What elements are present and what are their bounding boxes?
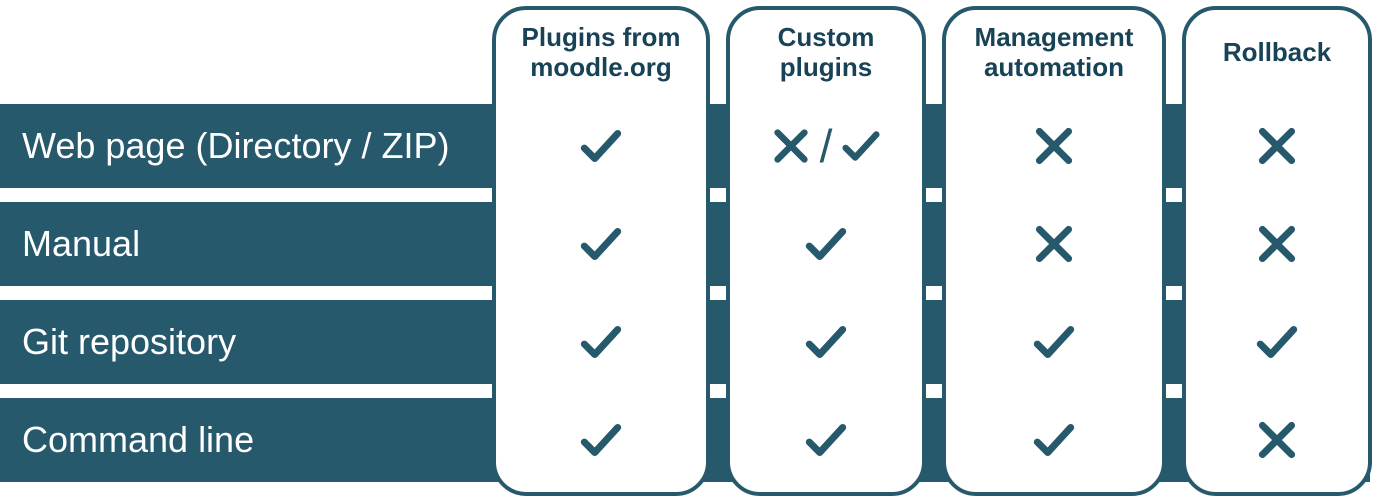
row-label: Manual bbox=[22, 223, 140, 265]
matrix-cell bbox=[946, 300, 1162, 384]
x-icon bbox=[1252, 121, 1302, 171]
matrix-cell bbox=[1186, 104, 1368, 188]
column-header-text: Plugins frommoodle.org bbox=[522, 23, 681, 83]
row-label: Command line bbox=[22, 419, 254, 461]
matrix-cell bbox=[1186, 202, 1368, 286]
column-header-text: Rollback bbox=[1223, 38, 1331, 68]
matrix-cell bbox=[496, 202, 706, 286]
x-icon bbox=[1029, 219, 1079, 269]
column-header-text: Managementautomation bbox=[975, 23, 1134, 83]
mixed-icon: / bbox=[768, 123, 885, 169]
x-icon bbox=[1252, 219, 1302, 269]
check-icon bbox=[801, 317, 851, 367]
column-header-line1: Custom bbox=[778, 23, 875, 53]
column-header-line2: plugins bbox=[778, 53, 875, 83]
check-icon bbox=[1029, 415, 1079, 465]
matrix-cell bbox=[496, 104, 706, 188]
matrix-cell bbox=[946, 202, 1162, 286]
x-icon bbox=[1029, 121, 1079, 171]
check-icon bbox=[576, 219, 626, 269]
matrix-cell bbox=[1186, 300, 1368, 384]
column-header-line1: Management bbox=[975, 23, 1134, 53]
column-header: Managementautomation bbox=[967, 10, 1142, 96]
matrix-cell bbox=[730, 398, 922, 482]
x-icon bbox=[1252, 415, 1302, 465]
check-icon bbox=[1029, 317, 1079, 367]
column-header: Customplugins bbox=[770, 10, 883, 96]
row-label: Git repository bbox=[22, 321, 236, 363]
check-icon bbox=[1252, 317, 1302, 367]
matrix-cell bbox=[946, 104, 1162, 188]
column-pill: Plugins frommoodle.org bbox=[492, 6, 710, 496]
check-icon bbox=[801, 415, 851, 465]
x-icon bbox=[768, 123, 814, 169]
matrix-cell bbox=[496, 398, 706, 482]
column-header-text: Customplugins bbox=[778, 23, 875, 83]
column-header: Rollback bbox=[1215, 10, 1339, 96]
check-icon bbox=[801, 219, 851, 269]
check-icon bbox=[576, 415, 626, 465]
matrix-cell bbox=[946, 398, 1162, 482]
column-header-line2: moodle.org bbox=[522, 53, 681, 83]
column-header-line1: Plugins from bbox=[522, 23, 681, 53]
check-icon bbox=[838, 123, 884, 169]
matrix-cell bbox=[496, 300, 706, 384]
matrix-cell: / bbox=[730, 104, 922, 188]
matrix-cell bbox=[1186, 398, 1368, 482]
column-pill: Rollback bbox=[1182, 6, 1372, 496]
matrix-cell bbox=[730, 300, 922, 384]
column-header-line2: automation bbox=[975, 53, 1134, 83]
check-icon bbox=[576, 121, 626, 171]
row-label: Web page (Directory / ZIP) bbox=[22, 125, 449, 167]
check-icon bbox=[576, 317, 626, 367]
column-header-line1: Rollback bbox=[1223, 38, 1331, 68]
column-header: Plugins frommoodle.org bbox=[514, 10, 689, 96]
slash: / bbox=[820, 123, 833, 169]
matrix-cell bbox=[730, 202, 922, 286]
comparison-matrix: Web page (Directory / ZIP) Manual Git repo… bbox=[0, 0, 1386, 502]
column-pill: Customplugins / bbox=[726, 6, 926, 496]
column-pill: Managementautomation bbox=[942, 6, 1166, 496]
